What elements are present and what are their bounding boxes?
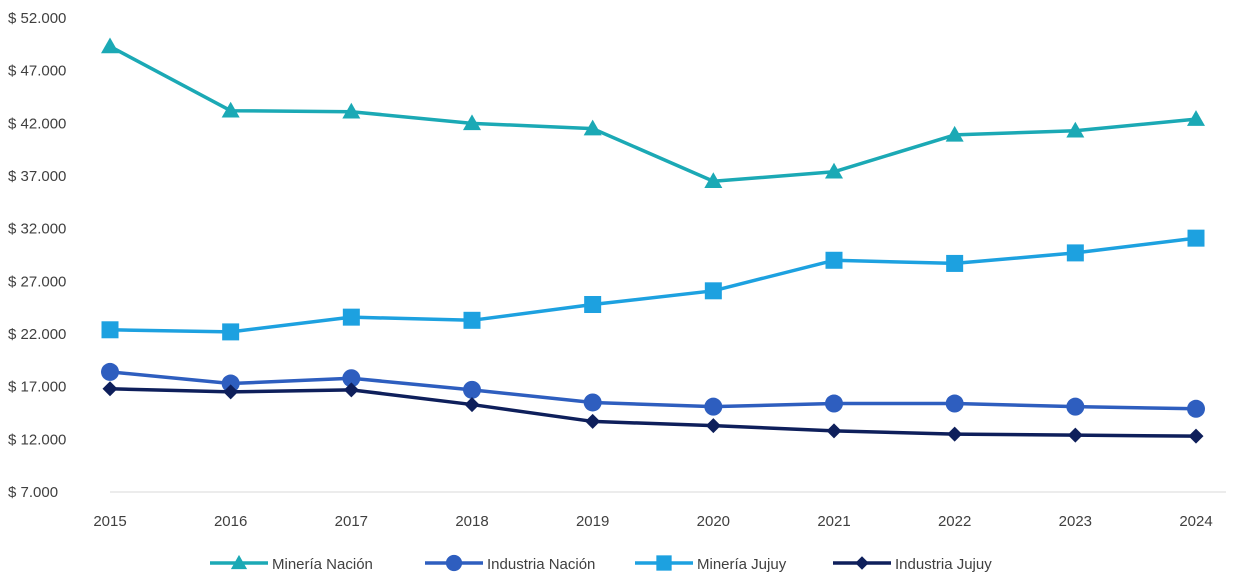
triangle-marker [101, 37, 119, 54]
square-marker [946, 254, 964, 272]
legend-item: Industria Nación [425, 554, 595, 573]
square-marker [825, 251, 843, 269]
diamond-marker [102, 381, 118, 397]
x-axis: 2015 2016 2017 2018 2019 2020 2021 2022 2023 2024 [93, 491, 1226, 530]
series-3 [102, 381, 1204, 444]
y-tick-label: $ 32.000 [8, 221, 66, 238]
diamond-marker [1188, 428, 1204, 444]
circle-marker [825, 394, 843, 413]
x-tick-label: 2020 [697, 513, 730, 530]
circle-marker [945, 394, 964, 413]
circle-marker [101, 362, 119, 381]
diamond-marker [855, 556, 869, 570]
x-tick-label: 2023 [1059, 513, 1092, 530]
legend-label: Industria Jujuy [895, 556, 992, 573]
plot-area [101, 37, 1205, 444]
triangle-marker [825, 162, 843, 179]
y-tick-label: $ 27.000 [8, 273, 66, 290]
legend-item: Minería Nación [210, 554, 373, 573]
diamond-marker [343, 382, 359, 398]
circle-marker [342, 369, 361, 388]
x-tick-label: 2018 [455, 513, 488, 530]
legend-item: Minería Jujuy [635, 555, 787, 573]
y-tick-label: $ 37.000 [8, 168, 66, 185]
x-tick-label: 2024 [1179, 513, 1212, 530]
legend-label: Industria Nación [487, 556, 595, 573]
y-tick-label: $ 22.000 [8, 326, 66, 343]
series-line [108, 44, 1198, 184]
square-marker [101, 321, 119, 339]
y-tick-label: $ 47.000 [8, 63, 66, 80]
diamond-marker [223, 384, 239, 400]
square-marker [463, 311, 481, 329]
diamond-marker [947, 426, 963, 442]
circle-marker [463, 380, 481, 399]
square-marker [342, 308, 360, 326]
y-axis: $ 7.000 $ 12.000 $ 17.000 $ 22.000 $ 27.000 $… [8, 10, 66, 501]
square-marker [1187, 229, 1205, 247]
circle-marker [583, 393, 602, 412]
circle-marker [704, 397, 723, 416]
series-1 [101, 362, 1205, 418]
triangle-marker [342, 102, 361, 119]
diamond-marker [826, 423, 842, 439]
square-marker [1066, 244, 1084, 262]
legend-label: Minería Nación [272, 556, 373, 573]
diamond-marker [464, 397, 480, 413]
x-tick-label: 2022 [938, 513, 971, 530]
y-tick-label: $ 12.000 [8, 431, 66, 448]
x-tick-label: 2016 [214, 513, 247, 530]
square-marker [704, 282, 722, 300]
diamond-marker [705, 418, 721, 434]
legend-label: Minería Jujuy [697, 556, 787, 573]
triangle-marker [945, 125, 964, 142]
diamond-marker [585, 413, 601, 429]
series-line [108, 370, 1198, 411]
triangle-marker [221, 101, 240, 118]
x-tick-label: 2019 [576, 513, 609, 530]
y-tick-label: $ 7.000 [8, 484, 58, 501]
legend-item: Industria Jujuy [833, 556, 992, 573]
triangle-marker [704, 172, 723, 189]
y-tick-label: $ 52.000 [8, 10, 66, 27]
x-tick-label: 2015 [93, 513, 126, 530]
square-marker [222, 323, 240, 341]
y-tick-label: $ 42.000 [8, 115, 66, 132]
series-line [108, 387, 1198, 438]
series-0 [101, 37, 1205, 189]
diamond-marker [1067, 427, 1083, 443]
x-tick-label: 2021 [817, 513, 850, 530]
triangle-marker [463, 114, 481, 131]
triangle-marker [1187, 110, 1205, 126]
series-2 [101, 229, 1205, 341]
triangle-marker [230, 554, 248, 570]
circle-marker [221, 374, 240, 393]
x-tick-label: 2017 [335, 513, 368, 530]
square-marker [656, 555, 672, 571]
circle-marker [1187, 399, 1205, 418]
legend: Minería Nación Industria Nación Minería Ju… [210, 554, 992, 573]
y-tick-label: $ 17.000 [8, 379, 66, 396]
circle-marker [445, 554, 463, 572]
triangle-marker [1066, 121, 1085, 138]
square-marker [584, 296, 602, 314]
circle-marker [1066, 397, 1085, 416]
series-line [108, 236, 1198, 334]
triangle-marker [583, 119, 602, 136]
